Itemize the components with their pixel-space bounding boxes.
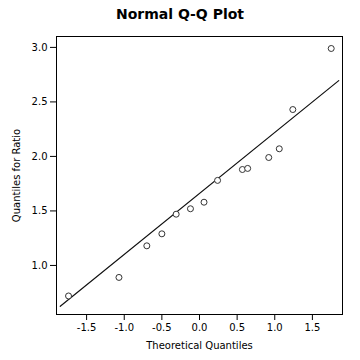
svg-text:0.5: 0.5 <box>229 322 245 333</box>
svg-text:1.0: 1.0 <box>32 260 48 271</box>
svg-text:2.5: 2.5 <box>32 96 48 107</box>
svg-text:1.0: 1.0 <box>267 322 283 333</box>
svg-text:1.5: 1.5 <box>304 322 320 333</box>
svg-text:0.0: 0.0 <box>192 322 208 333</box>
svg-text:-1.5: -1.5 <box>77 322 97 333</box>
svg-text:Theoretical Quantiles: Theoretical Quantiles <box>145 340 253 351</box>
svg-text:Quantiles for Ratio: Quantiles for Ratio <box>11 129 22 222</box>
svg-text:1.5: 1.5 <box>32 205 48 216</box>
svg-text:2.0: 2.0 <box>32 151 48 162</box>
html-text:Normal Q-Q Plot: Normal Q-Q Plot <box>116 6 244 22</box>
svg-text:3.0: 3.0 <box>32 42 48 53</box>
svg-text:-0.5: -0.5 <box>152 322 172 333</box>
svg-text:-1.0: -1.0 <box>114 322 134 333</box>
